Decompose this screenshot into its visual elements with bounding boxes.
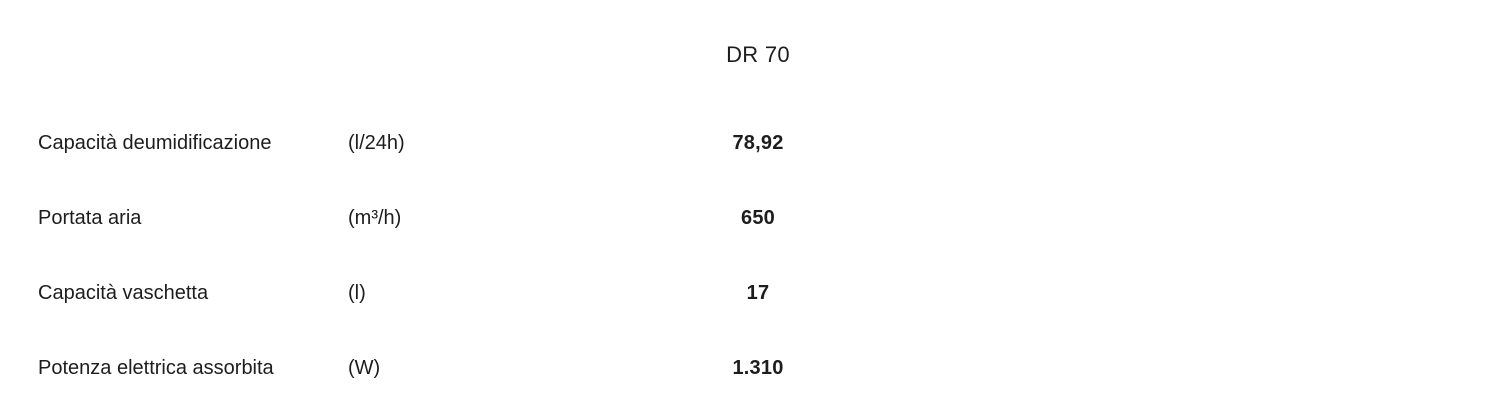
- spec-unit: (W): [348, 357, 381, 379]
- spec-label: Capacità deumidificazione: [38, 132, 272, 154]
- spec-header-row: DR 70: [0, 42, 1500, 68]
- product-title: DR 70: [726, 42, 790, 67]
- spec-value: 17: [746, 282, 770, 304]
- spec-row: Portata aria (m³/h) 650: [0, 206, 1500, 230]
- spec-value: 78,92: [732, 132, 784, 154]
- spec-value: 650: [741, 207, 775, 229]
- spec-value: 1.310: [732, 357, 784, 379]
- spec-unit: (l): [348, 282, 366, 304]
- spec-label: Capacità vaschetta: [38, 282, 209, 304]
- spec-label: Portata aria: [38, 207, 142, 229]
- spec-row: Potenza elettrica assorbita (W) 1.310: [0, 356, 1500, 380]
- spec-unit: (l/24h): [348, 132, 405, 154]
- spec-unit: (m³/h): [348, 207, 402, 229]
- spec-row: Capacità deumidificazione (l/24h) 78,92: [0, 131, 1500, 155]
- spec-label: Potenza elettrica assorbita: [38, 357, 274, 379]
- spec-row: Capacità vaschetta (l) 17: [0, 281, 1500, 305]
